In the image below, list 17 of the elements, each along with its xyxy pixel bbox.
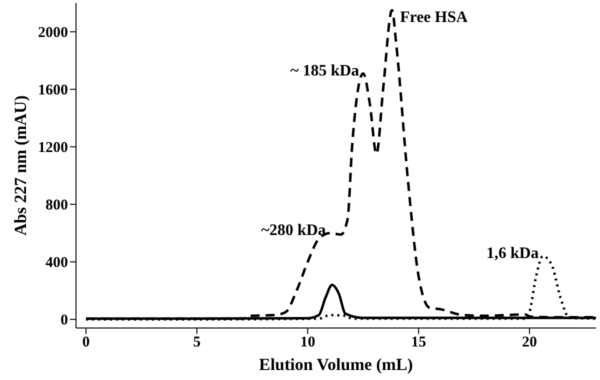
annotation: ~ 185 kDa bbox=[290, 62, 360, 80]
x-axis-title: Elution Volume (mL) bbox=[259, 355, 413, 374]
y-tick-label: 1200 bbox=[38, 140, 68, 156]
y-axis-title: Abs 227 nm (mAU) bbox=[11, 95, 30, 236]
y-tick-label: 2000 bbox=[38, 25, 68, 42]
annotation: 1,6 kDa bbox=[486, 245, 539, 262]
x-tick-label: 10 bbox=[300, 334, 316, 351]
x-tick-label: 5 bbox=[193, 334, 201, 351]
x-tick-label: 0 bbox=[82, 334, 90, 351]
y-tick-label: 1600 bbox=[38, 82, 68, 99]
annotation: Free HSA bbox=[400, 9, 468, 26]
y-tick-label: 400 bbox=[46, 255, 68, 272]
y-tick-label: 800 bbox=[46, 198, 68, 214]
y-tick-label: 0 bbox=[60, 312, 68, 329]
x-tick-label: 15 bbox=[411, 334, 426, 351]
x-tick-label: 20 bbox=[522, 334, 537, 351]
annotation: ~280 kDa bbox=[261, 222, 326, 240]
